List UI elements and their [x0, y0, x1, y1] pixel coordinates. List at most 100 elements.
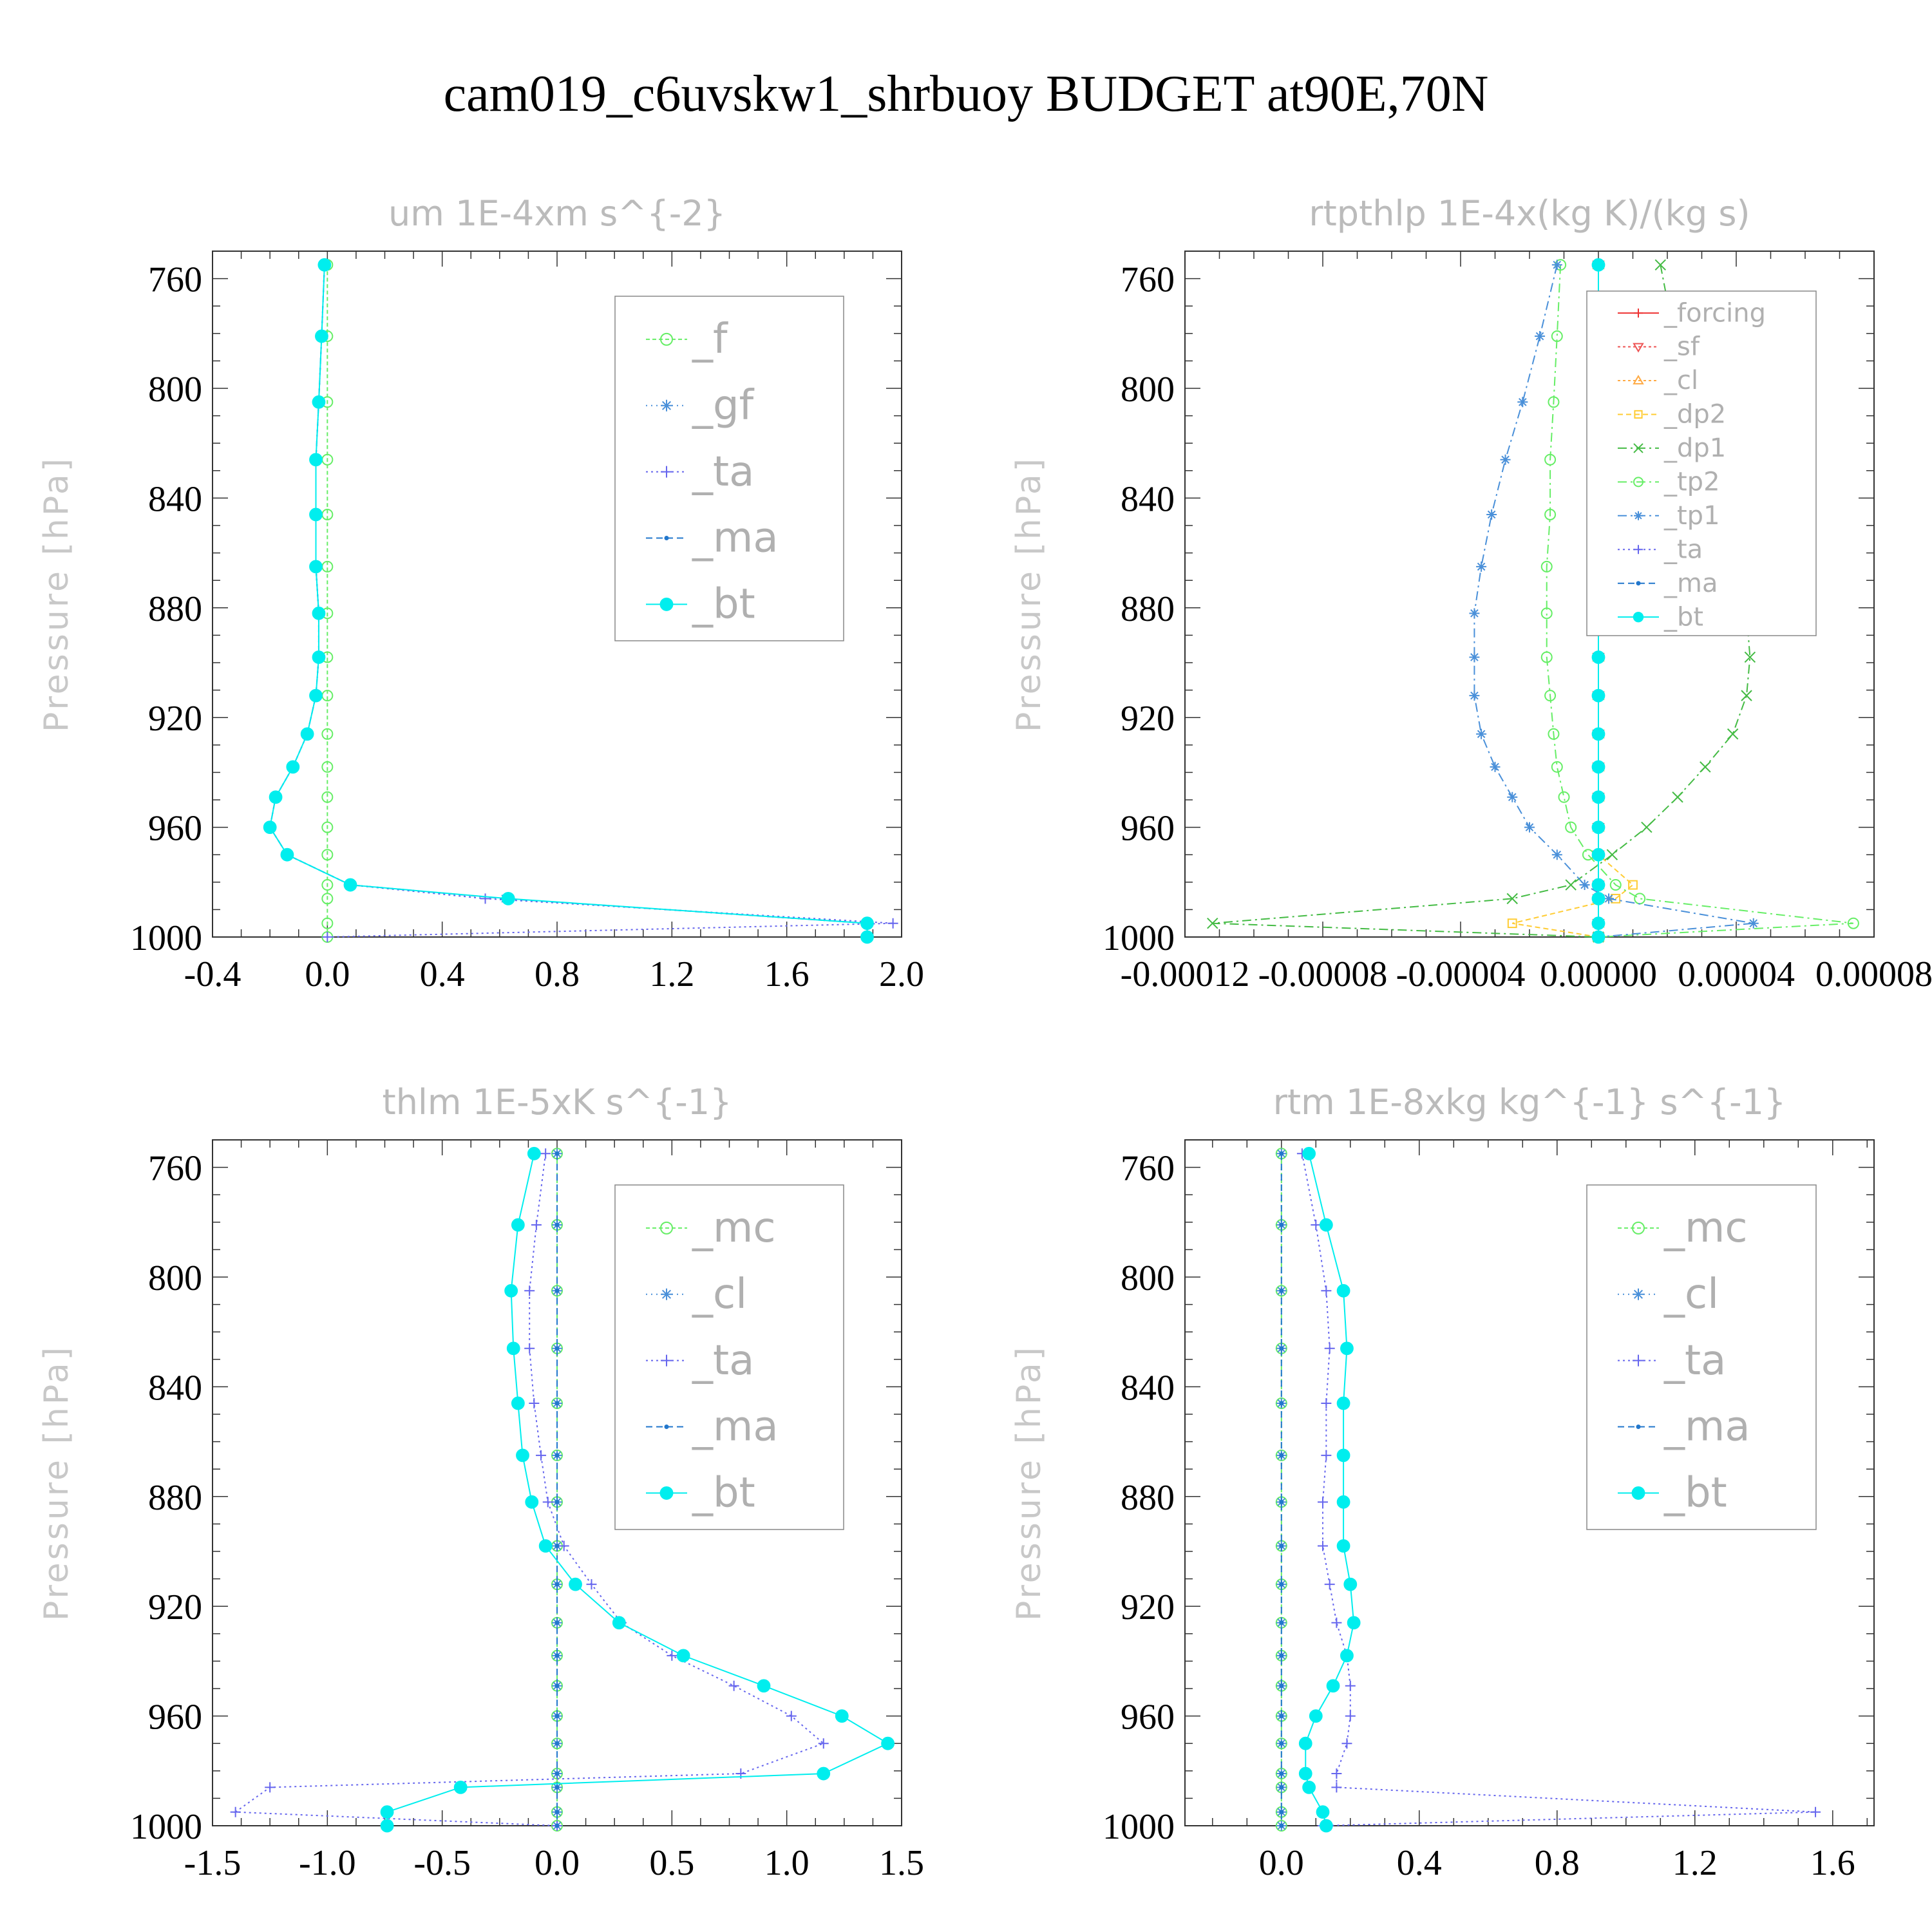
data-point	[1810, 1806, 1821, 1817]
data-point	[286, 760, 300, 774]
x-tick-label: 1.5	[879, 1843, 924, 1883]
series-ma	[1279, 1151, 1284, 1828]
y-tick-label: 760	[1121, 1149, 1175, 1189]
data-point	[1847, 917, 1859, 929]
data-point	[554, 1810, 560, 1815]
data-point	[1591, 727, 1605, 741]
x-tick-label: 0.0	[535, 1843, 580, 1883]
data-point	[540, 1148, 551, 1159]
y-axis: 760 800 840 880 920 960 1000	[1103, 1149, 1874, 1847]
legend-label: _dp1	[1663, 433, 1726, 463]
x-tick-label: 0.00008	[1815, 954, 1932, 994]
legend-label: _ma	[1663, 1403, 1750, 1451]
legend-marker	[1634, 511, 1643, 520]
data-point	[1336, 1396, 1350, 1410]
legend: _mc _cl _ta _ma _bt	[614, 1184, 844, 1530]
y-tick-label: 840	[1121, 1368, 1175, 1408]
data-point	[1324, 1343, 1335, 1354]
legend-box	[1586, 1184, 1817, 1530]
data-point	[1319, 1218, 1333, 1232]
data-point	[1279, 1151, 1284, 1156]
legend-entry: _cl	[1618, 1271, 1719, 1318]
data-point	[1309, 1709, 1323, 1723]
x-tick-label: 1.0	[764, 1843, 810, 1883]
data-point	[1490, 761, 1501, 772]
data-point	[1331, 1782, 1342, 1793]
data-point	[554, 1288, 560, 1293]
data-point	[1524, 822, 1535, 833]
data-point	[1591, 916, 1605, 931]
data-point	[1279, 1714, 1284, 1719]
panel-title: um 1E-4xm s^{-2}	[388, 193, 726, 234]
data-point	[343, 878, 357, 892]
data-point	[1628, 880, 1638, 890]
data-point	[524, 1285, 535, 1296]
data-point	[728, 1680, 739, 1691]
data-point	[860, 916, 874, 931]
data-point	[554, 1741, 560, 1746]
data-point	[1591, 820, 1605, 834]
x-tick-label: 0.8	[1535, 1843, 1580, 1883]
y-tick-label: 920	[148, 699, 202, 739]
data-point	[1641, 821, 1653, 833]
data-point	[1298, 1736, 1312, 1750]
legend-entry: _f	[646, 316, 728, 363]
data-point	[1591, 930, 1605, 944]
x-tick-label: -1.0	[299, 1843, 356, 1883]
legend-entry: _ma	[646, 515, 779, 562]
y-tick-label: 1000	[1103, 918, 1175, 958]
legend-marker	[1633, 477, 1643, 488]
data-point	[586, 1579, 597, 1590]
data-point	[1604, 893, 1615, 904]
panel-title: rtpthlp 1E-4x(kg K)/(kg s)	[1309, 193, 1750, 234]
data-point	[1606, 849, 1618, 860]
data-point	[1340, 1649, 1354, 1663]
y-tick-label: 1000	[130, 918, 202, 958]
data-point	[538, 1539, 553, 1553]
data-point	[322, 932, 333, 942]
data-point	[1741, 690, 1752, 701]
legend-marker	[660, 332, 673, 346]
series-bt	[380, 1146, 895, 1833]
y-tick-label: 760	[1121, 260, 1175, 300]
series-ta	[1296, 1148, 1821, 1831]
legend-entry: _ta	[1618, 1337, 1726, 1385]
data-point	[1279, 1620, 1284, 1625]
x-tick-label: 1.6	[764, 954, 810, 994]
legend-entry: _bt	[646, 581, 755, 629]
data-point	[1279, 1346, 1284, 1351]
series-group	[263, 258, 898, 944]
y-tick-label: 1000	[1103, 1807, 1175, 1847]
legend-label: _bt	[692, 581, 755, 629]
panel-4: rtm 1E-8xkg kg^{-1} s^{-1} Pressure [hPa]…	[1010, 1082, 1875, 1883]
x-tick-label: 2.0	[879, 954, 924, 994]
x-tick-label: -1.5	[184, 1843, 242, 1883]
legend-label: _cl	[1663, 1271, 1719, 1318]
plot-frame	[1184, 1139, 1875, 1826]
x-tick-label: -0.00004	[1396, 954, 1526, 994]
legend-marker	[660, 1221, 673, 1235]
legend-marker	[1633, 443, 1643, 453]
data-point	[1548, 396, 1560, 408]
legend-marker	[1634, 410, 1643, 419]
data-point	[1700, 761, 1711, 773]
data-point	[1469, 690, 1480, 701]
data-point	[676, 1649, 690, 1663]
legend-entry: _sf	[1618, 332, 1700, 362]
data-point	[554, 1151, 560, 1156]
data-point	[380, 1819, 394, 1833]
data-point	[1540, 560, 1553, 573]
data-point	[1279, 1823, 1284, 1828]
data-point	[527, 1146, 541, 1160]
data-point	[511, 1396, 525, 1410]
data-point	[554, 1714, 560, 1719]
series-line	[233, 1153, 825, 1826]
panel-title: rtm 1E-8xkg kg^{-1} s^{-1}	[1273, 1082, 1786, 1122]
y-tick-label: 800	[1121, 370, 1175, 410]
data-point	[312, 395, 326, 409]
legend-marker	[1636, 581, 1641, 586]
data-point	[501, 891, 515, 905]
data-point	[1326, 1679, 1340, 1693]
data-point	[1727, 728, 1739, 740]
